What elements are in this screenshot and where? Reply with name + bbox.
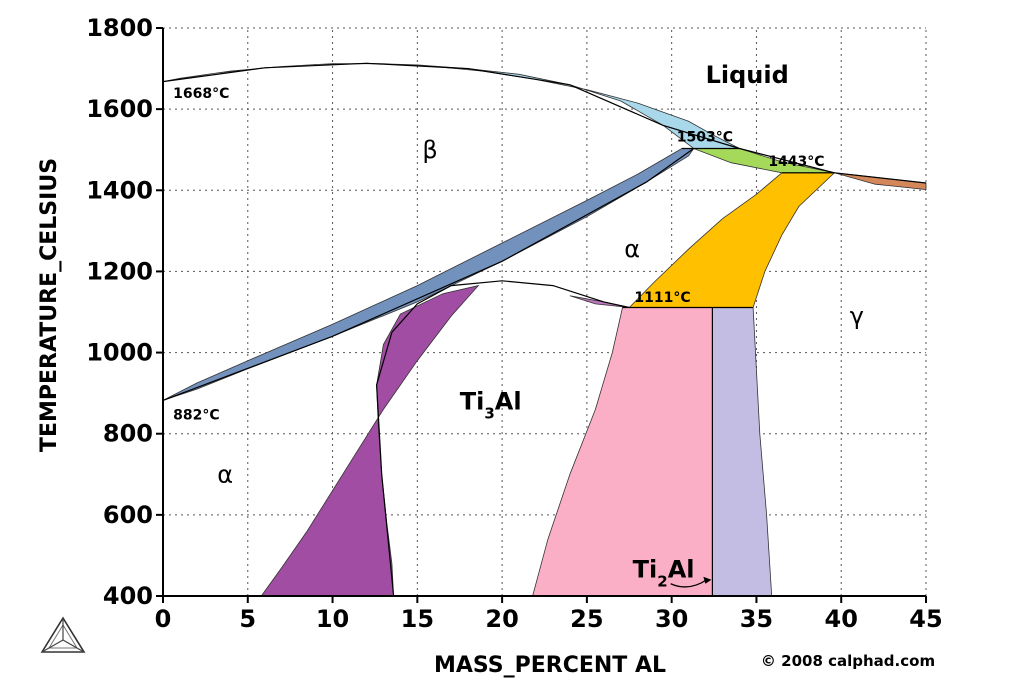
axes [156,27,927,603]
calphad-triangle-logo-icon [40,616,86,653]
phase-label: α [217,460,233,488]
y-tick-label: 600 [103,501,153,529]
copyright-text: © 2008 calphad.com [761,652,935,670]
phase-label: β [422,136,437,164]
x-tick-label: 20 [485,605,518,633]
phase-region-0 [162,62,740,149]
phase-region-4 [628,172,836,308]
temperature-annotation: 1111°C [634,290,690,306]
y-tick-label: 1600 [86,95,153,123]
y-tick-label: 400 [103,582,153,610]
temperature-annotation: 1668°C [173,86,229,102]
boundary-liquidus [162,62,927,184]
phase-label: γ [850,302,864,330]
x-tick-label: 40 [825,605,858,633]
x-tick-label: 45 [909,605,942,633]
temperature-annotations: 1668°C 1503°C 1443°C 1111°C 882°C [173,86,824,424]
x-tick-label: 10 [316,605,349,633]
y-tick-label: 1000 [86,339,153,367]
phase-region-7 [532,307,713,597]
compound-label: Ti3Al [460,387,522,422]
x-axis-title: MASS_PERCENT AL [434,653,666,678]
compound-label: Ti2Al [633,556,695,591]
y-tick-labels: 400 600 800 1000 1200 1400 1600 1800 [86,14,153,610]
phase-boundaries [162,62,927,597]
y-tick-label: 1800 [86,14,153,42]
boundary-beta-transus [162,148,695,401]
phase-region-5 [260,284,480,597]
y-axis-title: TEMPERATURE_CELSIUS [37,158,62,452]
phase-regions [162,62,927,597]
phase-label: α [624,235,640,263]
x-tick-label: 5 [239,605,256,633]
x-tick-label: 25 [570,605,603,633]
y-tick-label: 1200 [86,257,153,285]
grid [163,27,927,596]
temperature-annotation: 1503°C [677,130,733,146]
x-tick-label: 30 [655,605,688,633]
x-tick-label: 0 [155,605,172,633]
x-tick-labels: 0 5 10 15 20 25 30 35 40 45 [155,605,943,633]
y-tick-label: 800 [103,420,153,448]
phase-labels: Liquid β α γ α Ti3Al Ti2Al [217,61,864,591]
x-tick-label: 15 [401,605,434,633]
y-tick-label: 1400 [86,176,153,204]
ti2al-pointer [670,579,708,588]
phase-region-8 [712,307,773,597]
ti2al-pointer-head [703,576,712,584]
boundary-ti3al-dome [375,280,630,597]
temperature-annotation: 1443°C [768,154,824,170]
x-tick-label: 35 [740,605,773,633]
temperature-annotation: 882°C [173,408,220,424]
phase-label: Liquid [706,61,789,89]
